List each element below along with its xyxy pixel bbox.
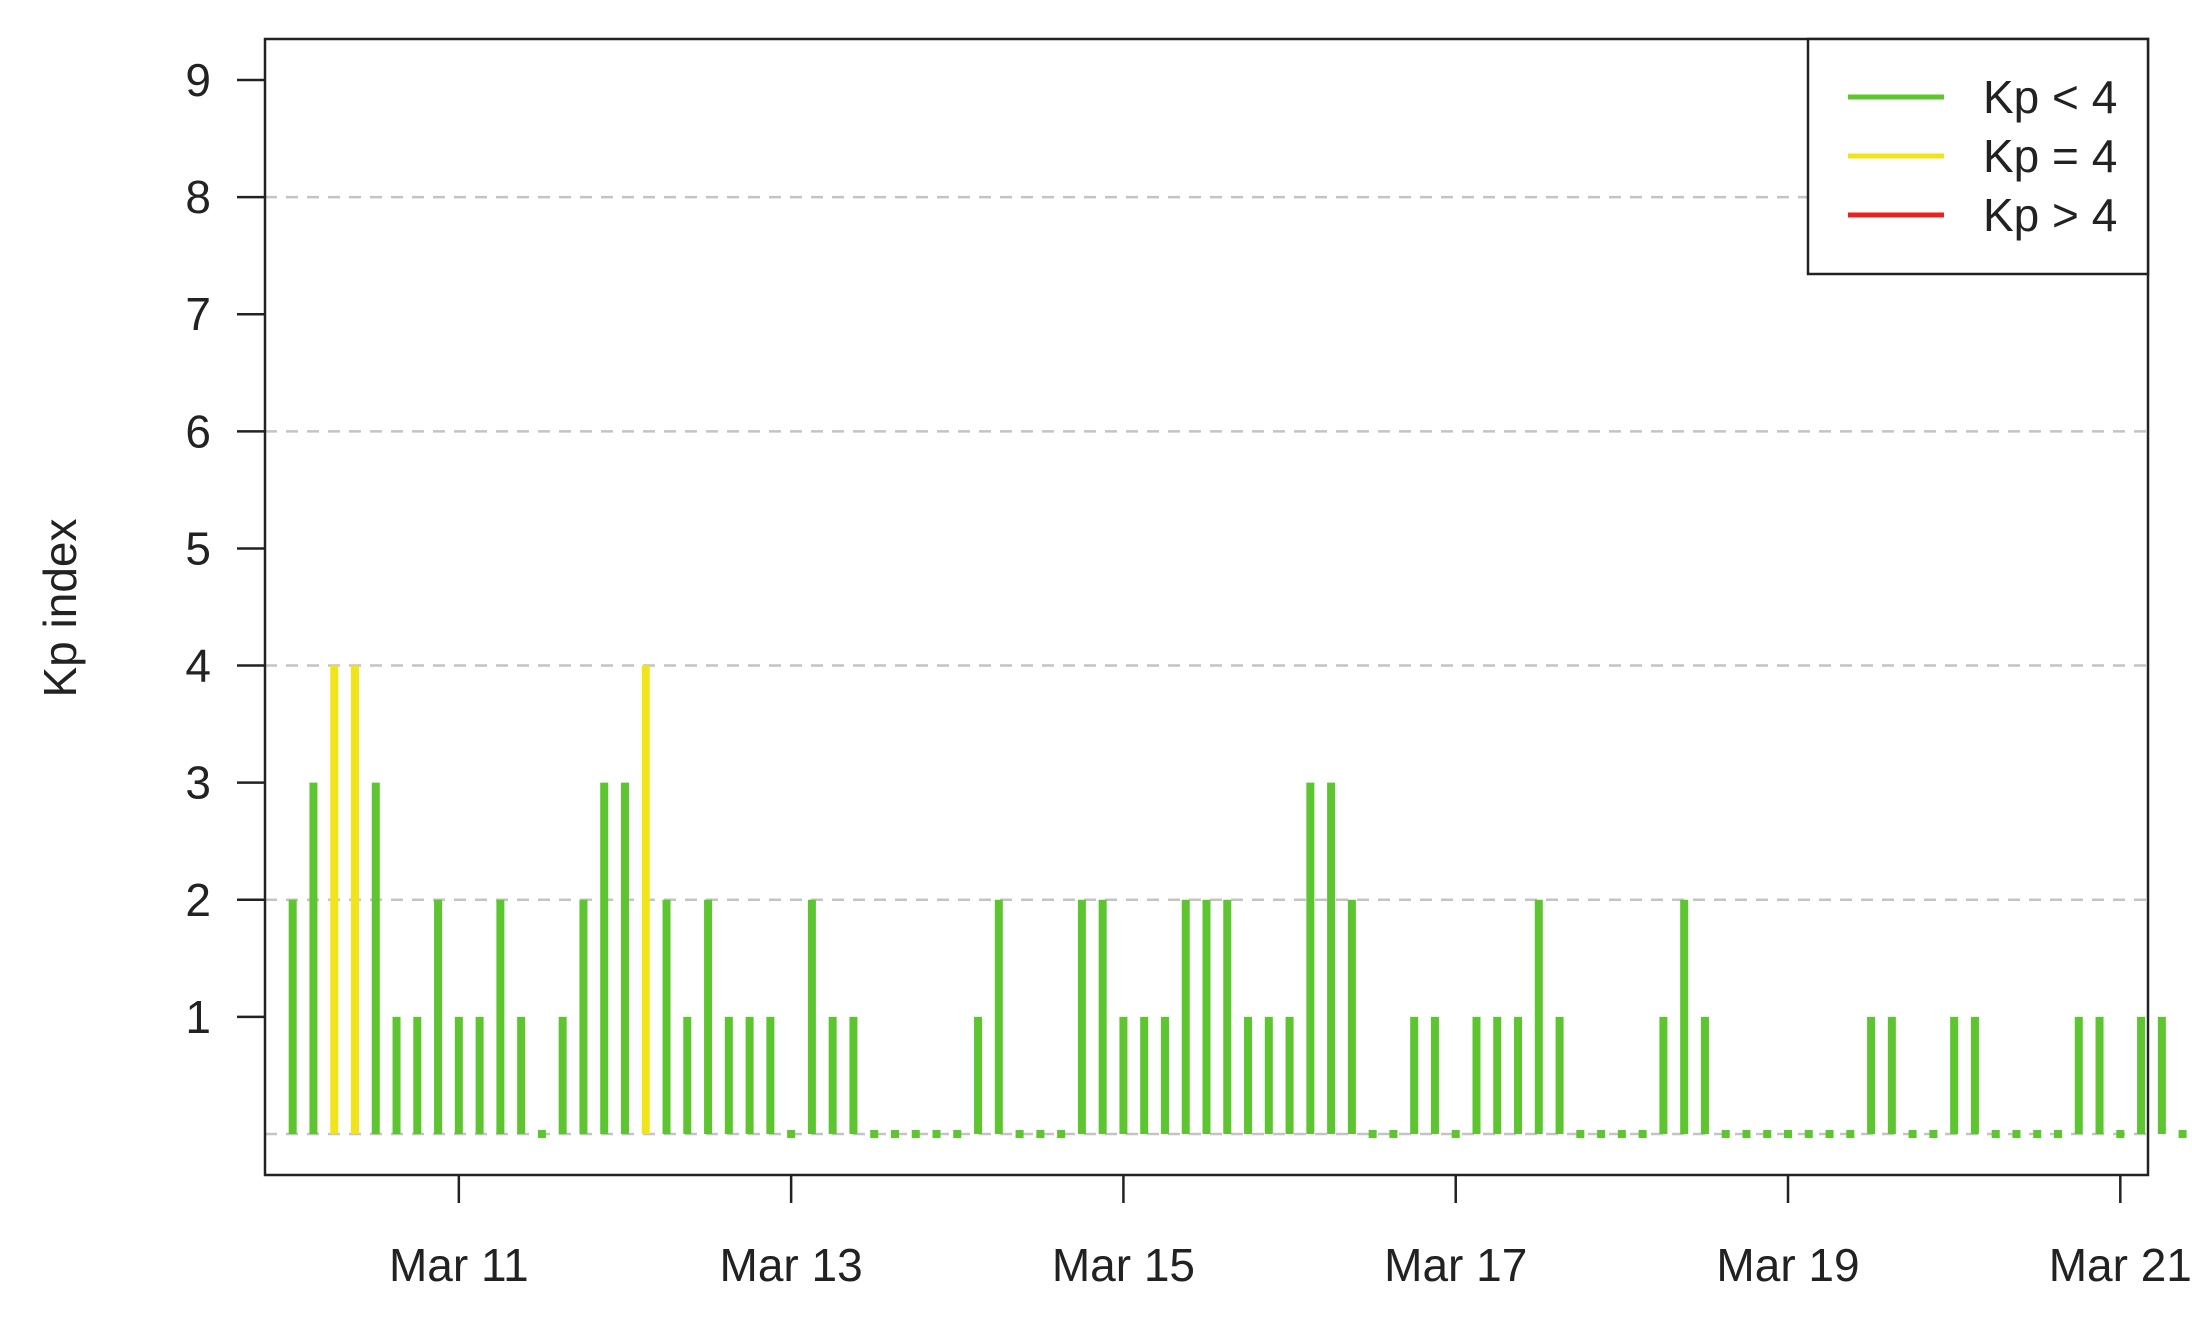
kp-bar	[1784, 1130, 1793, 1139]
kp-bar	[870, 1130, 879, 1139]
kp-bar	[1036, 1130, 1045, 1139]
kp-bar	[1617, 1130, 1626, 1139]
legend-label: Kp < 4	[1983, 71, 2117, 123]
kp-bar	[537, 1130, 546, 1139]
kp-bar	[1389, 1130, 1398, 1139]
x-tick-label: Mar 17	[1384, 1239, 1527, 1291]
x-tick-label: Mar 15	[1052, 1239, 1195, 1291]
x-tick-label: Mar 13	[720, 1239, 863, 1291]
legend-label: Kp > 4	[1983, 189, 2117, 241]
kp-bar	[1368, 1130, 1377, 1139]
kp-bar	[890, 1130, 899, 1139]
kp-bar	[1721, 1130, 1730, 1139]
kp-bar	[953, 1130, 962, 1139]
kp-bar	[1804, 1130, 1813, 1139]
kp-bar	[2012, 1130, 2021, 1139]
kp-bar	[2116, 1130, 2125, 1139]
kp-bar	[1763, 1130, 1772, 1139]
kp-bar	[1576, 1130, 1585, 1139]
kp-bar	[1991, 1130, 2000, 1139]
kp-bar	[1451, 1130, 1460, 1139]
kp-bar	[1825, 1130, 1834, 1139]
legend-label: Kp = 4	[1983, 130, 2117, 182]
y-tick-label: 3	[185, 757, 211, 809]
y-tick-label: 9	[185, 54, 211, 106]
y-tick-label: 2	[185, 874, 211, 926]
kp-bar	[1846, 1130, 1855, 1139]
y-tick-label: 4	[185, 640, 211, 692]
kp-bar	[1015, 1130, 1024, 1139]
kp-bar	[2054, 1130, 2063, 1139]
kp-bar	[1057, 1130, 1066, 1139]
kp-bar	[1929, 1130, 1938, 1139]
plot-frame	[263, 37, 2150, 1177]
y-tick-label: 5	[185, 522, 211, 574]
kp-bar	[1908, 1130, 1917, 1139]
y-tick-label: 8	[185, 171, 211, 223]
kp-bar	[2033, 1130, 2042, 1139]
y-tick-label: 1	[185, 991, 211, 1043]
y-tick-label: 6	[185, 405, 211, 457]
kp-bar	[932, 1130, 941, 1139]
y-tick-label: 7	[185, 288, 211, 340]
x-axis: Mar 11 Mar 13 Mar 15 Mar 17 Mar 19 Mar 21	[389, 1175, 2192, 1291]
kp-bar	[2178, 1130, 2187, 1139]
y-axis: 1 2 3 4 5 6 7 8 9	[185, 54, 265, 1043]
x-tick-label: Mar 19	[1716, 1239, 1859, 1291]
bars-layer	[288, 665, 2187, 1139]
y-axis-title: Kp index	[34, 518, 86, 697]
x-tick-label: Mar 11	[389, 1239, 529, 1291]
kp-bar	[1638, 1130, 1647, 1139]
legend: Kp < 4 Kp = 4 Kp > 4	[1806, 37, 2150, 276]
kp-bar	[1742, 1130, 1751, 1139]
x-tick-label: Mar 21	[2049, 1239, 2192, 1291]
kp-bar	[787, 1130, 796, 1139]
kp-bar	[911, 1130, 920, 1139]
kp-bar	[1597, 1130, 1606, 1139]
